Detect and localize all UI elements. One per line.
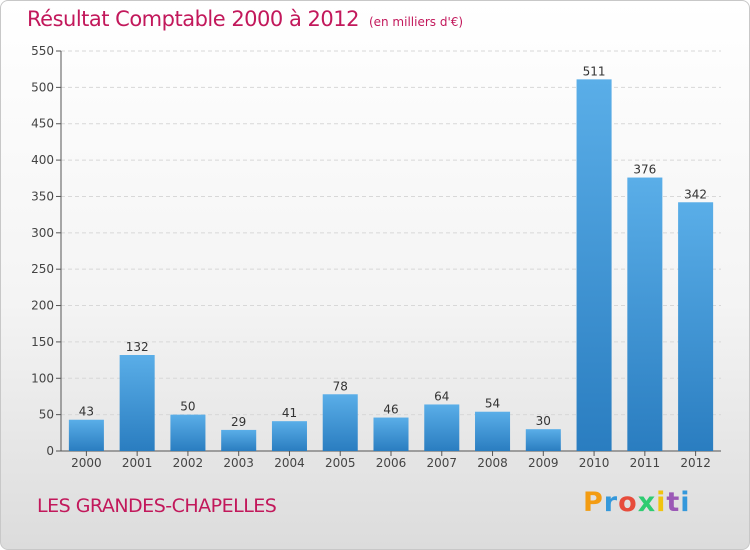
logo-letter: i: [680, 487, 691, 518]
y-tick-label: 50: [39, 408, 54, 422]
x-tick-label: 2012: [680, 456, 711, 470]
x-tick-label: 2004: [274, 456, 305, 470]
chart-title-main: Résultat Comptable 2000 à 2012: [27, 7, 359, 31]
data-label: 43: [79, 405, 94, 419]
data-label: 54: [485, 397, 500, 411]
bar-2001: [119, 355, 155, 451]
bar-2009: [525, 429, 561, 451]
x-tick-label: 2005: [325, 456, 356, 470]
data-label: 376: [633, 163, 656, 177]
x-tick-label: 2010: [579, 456, 610, 470]
chart-title-unit: (en milliers d'€): [368, 15, 464, 29]
data-label: 30: [536, 414, 551, 428]
data-label: 41: [282, 406, 297, 420]
bar-2011: [627, 177, 663, 451]
x-tick-label: 2009: [528, 456, 559, 470]
place-name: LES GRANDES-CHAPELLES: [37, 495, 277, 517]
x-tick-label: 2006: [376, 456, 407, 470]
x-tick-label: 2002: [173, 456, 204, 470]
logo-letter: i: [656, 487, 667, 518]
logo-letter: P: [583, 487, 604, 518]
x-tick-label: 2007: [426, 456, 457, 470]
y-tick-label: 200: [31, 299, 54, 313]
bar-2008: [475, 411, 511, 451]
chart-title: Résultat Comptable 2000 à 2012 (en millie…: [27, 7, 463, 31]
data-label: 64: [434, 389, 449, 403]
y-tick-label: 100: [31, 371, 54, 385]
y-tick-label: 550: [31, 44, 54, 58]
logo-letter: r: [603, 487, 619, 518]
data-label: 511: [583, 64, 606, 78]
grid-lines: [61, 50, 721, 416]
logo-letter: t: [666, 487, 681, 518]
bar-2010: [576, 79, 612, 451]
x-tick-label: 2003: [223, 456, 254, 470]
logo-letter: x: [637, 487, 657, 518]
data-label: 342: [684, 187, 707, 201]
x-tick-label: 2011: [630, 456, 661, 470]
data-label: 46: [383, 403, 398, 417]
y-tick-label: 450: [31, 117, 54, 131]
data-label: 50: [180, 400, 195, 414]
y-tick-label: 400: [31, 153, 54, 167]
bar-2003: [221, 429, 257, 451]
bar-2006: [373, 417, 409, 451]
x-tick-label: 2001: [122, 456, 153, 470]
x-tick-label: 2000: [71, 456, 102, 470]
y-tick-label: 250: [31, 262, 54, 276]
bar-2004: [271, 421, 307, 451]
bar-2007: [424, 404, 460, 451]
data-label: 29: [231, 415, 246, 429]
y-tick-label: 150: [31, 335, 54, 349]
bar-2012: [678, 202, 714, 451]
bar-2005: [322, 394, 358, 451]
x-tick-label: 2008: [477, 456, 508, 470]
y-tick-label: 500: [31, 80, 54, 94]
data-label: 78: [333, 379, 348, 393]
logo-letter: o: [618, 487, 638, 518]
y-tick-label: 300: [31, 226, 54, 240]
y-tick-label: 350: [31, 189, 54, 203]
proxiti-logo[interactable]: Proxiti: [583, 487, 691, 518]
bar-2000: [68, 419, 104, 451]
y-tick-label: 0: [46, 444, 54, 458]
bars: 43 132 50 29 41 78 46 64 54 30 511 376 342: [68, 64, 714, 451]
data-label: 132: [126, 340, 149, 354]
bar-2002: [170, 414, 206, 451]
